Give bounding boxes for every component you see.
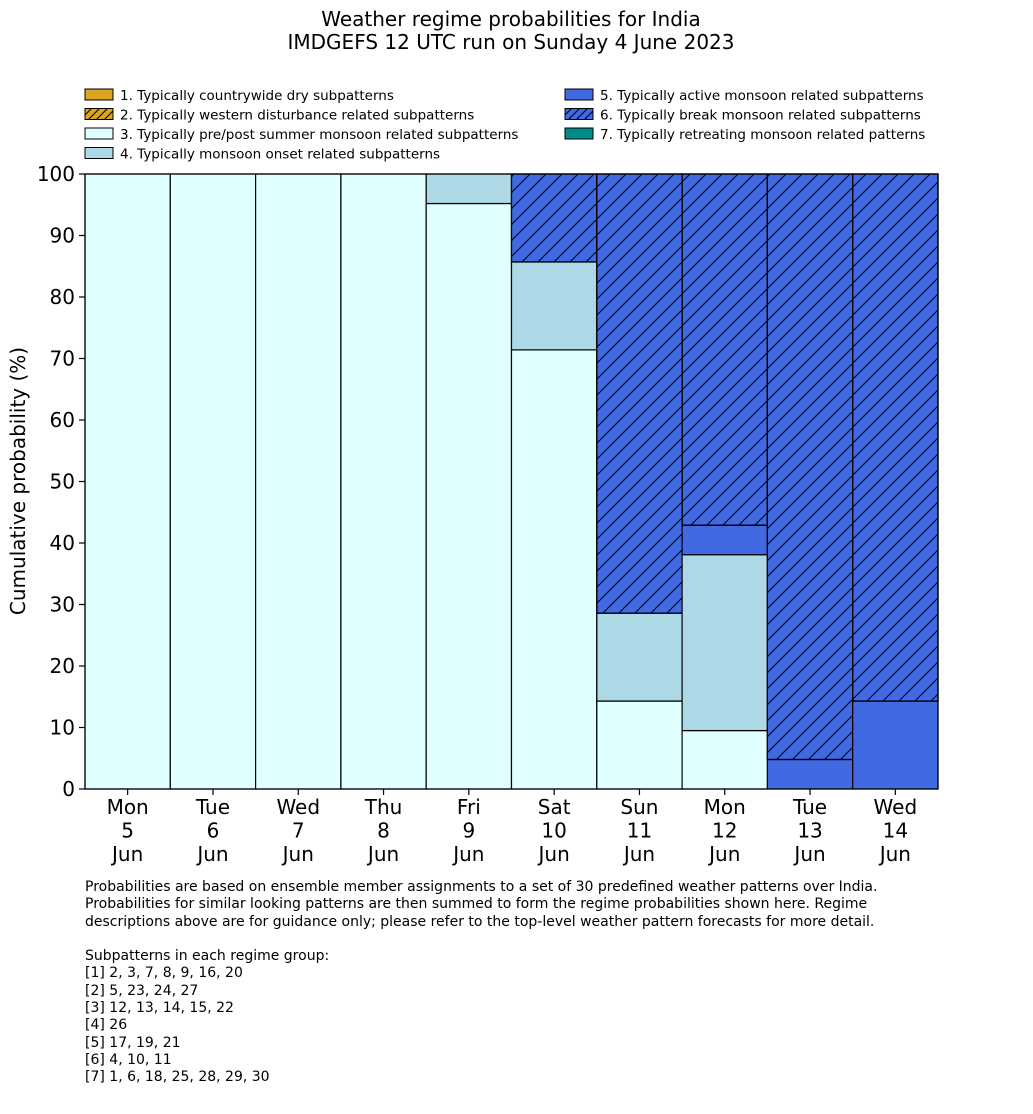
- y-tick-label: 60: [50, 408, 75, 432]
- legend-label: 7. Typically retreating monsoon related …: [600, 127, 925, 143]
- x-tick-label: Wed 7 Jun: [276, 795, 320, 866]
- legend-label: 6. Typically break monsoon related subpa…: [600, 108, 921, 124]
- bar-segment-series-3-day-2: [169, 173, 257, 790]
- y-tick-label: 20: [50, 654, 75, 678]
- y-tick-label: 40: [50, 531, 75, 555]
- axes: 0 10 20 30 40 50 60 70 80 90 100 Mon 5 Jun Tue 6 Jun Wed 7…: [37, 162, 939, 866]
- y-tick-label: 70: [50, 347, 75, 371]
- x-tick-label: Mon 12 Jun: [704, 795, 746, 866]
- x-tick-label: Mon 5 Jun: [107, 795, 149, 866]
- bar-segment-series-4-day-7: [596, 612, 683, 702]
- x-tick-label: Sun 11 Jun: [620, 795, 658, 866]
- bar-segment-hatch-series-6-day-10: [852, 173, 939, 702]
- x-tick-label: Wed 14 Jun: [874, 795, 918, 866]
- bar-segment-hatch-series-6-day-6: [510, 173, 598, 263]
- chart-title-line-1: Weather regime probabilities for India: [321, 7, 701, 31]
- bar-segment-series-3-day-8: [681, 729, 768, 790]
- bar-segment-hatch-series-6-day-8: [681, 173, 768, 526]
- chart-title: Weather regime probabilities for India I…: [288, 7, 735, 54]
- notes-intro-line: Probabilities are based on ensemble memb…: [85, 879, 878, 895]
- bar-segment-series-4-day-8: [681, 554, 768, 732]
- legend-swatch-hatch: [84, 108, 114, 120]
- notes-group-line: [5] 17, 19, 21: [85, 1034, 181, 1051]
- bar-segment-series-3-day-4: [340, 173, 427, 790]
- y-tick-label: 80: [50, 285, 75, 309]
- legend-item-typically-monsoon-onset-related-subpatterns: 4. Typically monsoon onset related subpa…: [84, 147, 440, 163]
- legend: 1. Typically countrywide dry subpatterns…: [84, 88, 925, 163]
- legend-swatch: [84, 88, 114, 101]
- bar-segment-series-3-day-7: [596, 700, 683, 790]
- x-tick-label: Tue 13 Jun: [792, 795, 827, 866]
- legend-item-typically-active-monsoon-related-subpatterns: 5. Typically active monsoon related subp…: [564, 88, 924, 104]
- bar-segment-series-3-day-3: [255, 173, 342, 790]
- bar-segment-series-3-day-5: [425, 202, 513, 790]
- notes-group-line: [7] 1, 6, 18, 25, 28, 29, 30: [85, 1069, 270, 1086]
- legend-label: 1. Typically countrywide dry subpatterns: [120, 88, 394, 104]
- y-tick-label: 50: [50, 470, 75, 494]
- notes-group-line: [1] 2, 3, 7, 8, 9, 16, 20: [85, 965, 243, 982]
- bar-segment-series-5-day-8: [681, 524, 768, 556]
- bars: [84, 173, 939, 790]
- x-tick-label: Thu 8 Jun: [364, 795, 403, 866]
- legend-swatch: [84, 147, 114, 159]
- notes-intro-line: descriptions above are for guidance only…: [85, 913, 875, 930]
- legend-label: 3. Typically pre/post summer monsoon rel…: [120, 127, 518, 143]
- x-tick-label: Sat 10 Jun: [537, 795, 571, 866]
- legend-label: 2. Typically western disturbance related…: [120, 108, 474, 124]
- y-tick-label: 90: [50, 224, 75, 248]
- chart-title-line-2: IMDGEFS 12 UTC run on Sunday 4 June 2023: [288, 30, 735, 54]
- bar-segment-series-4-day-5: [425, 173, 513, 205]
- y-tick-label: 30: [50, 593, 75, 617]
- notes-group-line: [4] 26: [85, 1017, 128, 1034]
- notes-group-line: [6] 4, 10, 11: [85, 1051, 172, 1068]
- y-tick-label: 10: [50, 716, 75, 740]
- chart: Weather regime probabilities for India I…: [6, 7, 939, 866]
- legend-item-typically-countrywide-dry-subpatterns: 1. Typically countrywide dry subpatterns: [84, 88, 394, 104]
- legend-label: 5. Typically active monsoon related subp…: [600, 88, 924, 104]
- legend-item-typically-break-monsoon-related-subpatterns: 6. Typically break monsoon related subpa…: [564, 108, 921, 124]
- x-tick-label: Fri 9 Jun: [451, 795, 484, 866]
- y-axis-label: Cumulative probability (%): [6, 347, 30, 615]
- bar-segment-hatch-series-6-day-7: [596, 173, 683, 614]
- x-tick-label: Tue 6 Jun: [195, 795, 230, 866]
- bar-segment-series-4-day-6: [510, 261, 598, 351]
- legend-swatch-hatch: [564, 108, 594, 120]
- legend-item-typically-retreating-monsoon-related-patterns: 7. Typically retreating monsoon related …: [564, 127, 925, 143]
- notes-groups-heading: Subpatterns in each regime group:: [85, 948, 330, 965]
- legend-label: 4. Typically monsoon onset related subpa…: [120, 147, 440, 163]
- y-tick-label: 0: [62, 777, 75, 801]
- bar-segment-series-5-day-9: [766, 758, 854, 790]
- legend-swatch: [564, 127, 594, 140]
- notes-group-line: [2] 5, 23, 24, 27: [85, 982, 199, 999]
- notes-group-line: [3] 12, 13, 14, 15, 22: [85, 1000, 234, 1017]
- legend-swatch: [84, 127, 114, 140]
- legend-item-typically-western-disturbance-related-subpatterns: 2. Typically western disturbance related…: [84, 108, 474, 124]
- legend-item-typically-pre-post-summer-monsoon-related-subpatterns: 3. Typically pre/post summer monsoon rel…: [84, 127, 518, 143]
- bar-segment-series-3-day-1: [84, 173, 171, 790]
- legend-swatch: [564, 88, 594, 101]
- notes-intro-line: Probabilities for similar looking patter…: [85, 896, 868, 913]
- bar-segment-series-3-day-6: [510, 349, 598, 790]
- notes: Probabilities are based on ensemble memb…: [85, 879, 985, 1087]
- y-tick-label: 100: [37, 162, 75, 186]
- bar-segment-series-5-day-10: [852, 700, 939, 790]
- bar-segment-hatch-series-6-day-9: [766, 173, 854, 761]
